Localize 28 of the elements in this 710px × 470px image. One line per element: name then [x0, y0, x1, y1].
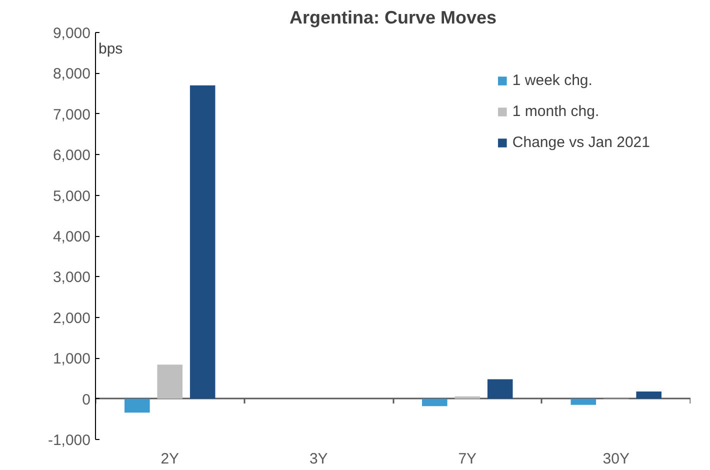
bar — [190, 85, 216, 399]
x-tick-label: 2Y — [160, 450, 180, 468]
y-tick-label: 0 — [82, 391, 90, 408]
y-tick-label: 3,000 — [52, 269, 91, 286]
y-tick-label: 4,000 — [52, 228, 91, 246]
y-tick-label: 6,000 — [52, 147, 91, 164]
y-tick-label: 8,000 — [52, 66, 91, 83]
legend-label: 1 month chg. — [512, 103, 600, 120]
y-tick-label: 7,000 — [52, 106, 91, 124]
bar — [422, 398, 448, 406]
y-tick-label: 5,000 — [52, 188, 91, 205]
y-tick-label: 2,000 — [52, 310, 91, 327]
bar — [124, 398, 150, 413]
y-tick-label: 9,000 — [52, 25, 91, 42]
x-tick-label: 7Y — [458, 450, 477, 468]
y-tick-label: -1,000 — [48, 432, 91, 449]
legend-label: 1 week chg. — [512, 72, 592, 89]
chart-title: Argentina: Curve Moves — [289, 8, 497, 28]
bar — [570, 398, 596, 405]
y-tick-label: 1,000 — [52, 350, 91, 368]
bar — [454, 396, 480, 399]
bar — [487, 379, 513, 399]
x-tick-label: 3Y — [309, 450, 328, 468]
bar — [157, 364, 183, 399]
x-tick-label: 30Y — [602, 450, 630, 468]
y-axis-title: bps — [98, 40, 123, 58]
bar — [636, 391, 662, 399]
legend-label: Change vs Jan 2021 — [512, 134, 650, 151]
